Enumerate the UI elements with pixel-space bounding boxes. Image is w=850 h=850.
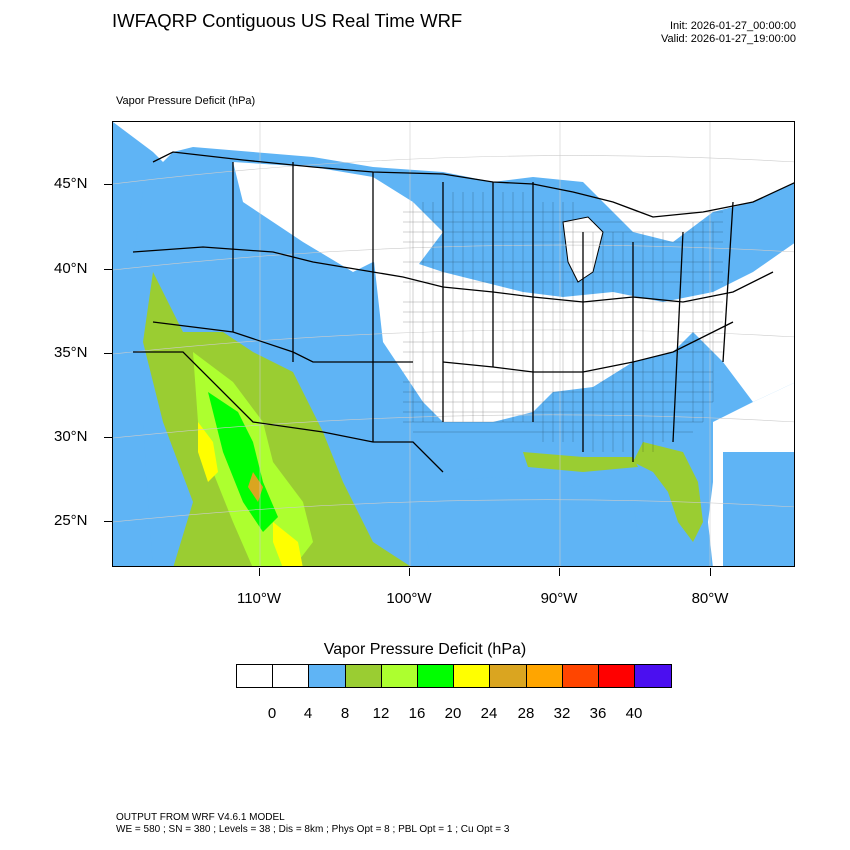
lat-label-25n: 25°N bbox=[54, 512, 88, 529]
florida-moderate-vpd bbox=[633, 442, 703, 542]
colorbar-tick-label: 4 bbox=[303, 705, 313, 722]
colorbar-swatch bbox=[309, 665, 346, 687]
colorbar-swatch bbox=[345, 665, 382, 687]
field-label: Vapor Pressure Deficit (hPa) bbox=[116, 95, 256, 107]
colorbar-swatch bbox=[417, 665, 455, 687]
colorbar-title: Vapor Pressure Deficit (hPa) bbox=[323, 641, 527, 658]
lon-tick bbox=[409, 568, 410, 576]
colorbar-swatch bbox=[237, 665, 274, 687]
lat-tick bbox=[104, 353, 112, 354]
lon-label-100w: 100°W bbox=[386, 590, 432, 607]
colorbar-tick-label: 36 bbox=[589, 705, 607, 722]
goldenrod-vpd-spot bbox=[248, 472, 263, 502]
footer-config-info: WE = 580 ; SN = 380 ; Levels = 38 ; Dis … bbox=[116, 824, 510, 835]
yellow-vpd-spot-1 bbox=[198, 422, 218, 482]
colorbar-tick-label: 12 bbox=[372, 705, 390, 722]
colorbar-tick-label: 24 bbox=[480, 705, 498, 722]
lat-label-40n: 40°N bbox=[54, 260, 88, 277]
lon-tick bbox=[559, 568, 560, 576]
colorbar-tick-label: 8 bbox=[340, 705, 350, 722]
colorbar-swatch bbox=[562, 665, 599, 687]
gulf-of-mexico bbox=[423, 477, 643, 566]
colorbar-tick-label: 40 bbox=[625, 705, 643, 722]
lat-label-35n: 35°N bbox=[54, 344, 88, 361]
map-panel bbox=[112, 121, 795, 567]
lat-tick bbox=[104, 437, 112, 438]
yellow-vpd-spot-2 bbox=[273, 522, 303, 566]
colorbar-swatch bbox=[490, 665, 527, 687]
southwest-moderate-vpd bbox=[143, 272, 410, 566]
init-time: Init: 2026-01-27_00:00:00 bbox=[670, 20, 796, 32]
pacific-ocean-south bbox=[113, 402, 153, 566]
colorbar bbox=[236, 664, 673, 688]
lon-label-90w: 90°W bbox=[540, 590, 578, 607]
lon-tick bbox=[710, 568, 711, 576]
lon-tick bbox=[259, 568, 260, 576]
green-vpd-zone bbox=[208, 392, 278, 532]
colorbar-swatch bbox=[273, 665, 310, 687]
colorbar-swatch bbox=[635, 665, 672, 687]
colorbar-tick-label: 28 bbox=[517, 705, 535, 722]
colorbar-tick-label: 0 bbox=[267, 705, 277, 722]
valid-time: Valid: 2026-01-27_19:00:00 bbox=[661, 33, 796, 45]
lat-tick bbox=[104, 269, 112, 270]
lon-label-110w: 110°W bbox=[236, 590, 282, 607]
lat-label-45n: 45°N bbox=[54, 175, 88, 192]
pacific-ocean-north bbox=[113, 182, 143, 292]
vpd-map bbox=[113, 122, 794, 566]
page-title: IWFAQRP Contiguous US Real Time WRF bbox=[112, 10, 463, 31]
footer-model-info: OUTPUT FROM WRF V4.6.1 MODEL bbox=[116, 812, 285, 823]
colorbar-swatch bbox=[454, 665, 491, 687]
lat-tick bbox=[104, 521, 112, 522]
lon-label-80w: 80°W bbox=[691, 590, 729, 607]
lat-label-30n: 30°N bbox=[54, 428, 88, 445]
colorbar-swatch bbox=[526, 665, 563, 687]
gulf-coast-vpd bbox=[523, 452, 638, 472]
lat-tick bbox=[104, 184, 112, 185]
atlantic-ocean-south bbox=[723, 452, 794, 566]
county-boundaries bbox=[403, 192, 723, 452]
colorbar-swatch bbox=[598, 665, 636, 687]
colorbar-tick-label: 20 bbox=[444, 705, 462, 722]
graticule bbox=[113, 122, 794, 566]
colorbar-tick-label: 16 bbox=[408, 705, 426, 722]
colorbar-swatch bbox=[381, 665, 418, 687]
northern-plains-low-vpd bbox=[233, 162, 443, 272]
colorbar-tick-label: 32 bbox=[553, 705, 571, 722]
